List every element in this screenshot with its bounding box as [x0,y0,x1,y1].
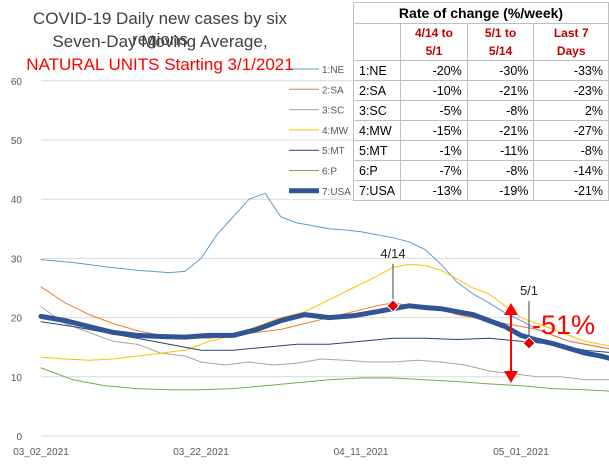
decline-arrow [504,303,518,383]
series-lines [38,192,609,392]
y-tick-label: 20 [11,314,23,325]
region-cell: 1:NE [352,60,402,81]
legend-label: 2:SA [322,85,344,96]
y-axis-ticks: 0 10 20 30 40 50 60 [11,77,23,443]
legend-label: 7:USA [322,187,351,198]
decline-percent: -51% [532,310,595,340]
y-tick-label: 0 [16,432,22,443]
marker-label: 4/14 [380,246,405,261]
legend-label: 3:SC [322,106,344,117]
y-tick-label: 40 [11,195,23,206]
rate-cell: -14% [533,160,609,181]
legend: 1:NE 2:SA 3:SC 4:MW 5:MT 6:P 7:USA [289,65,351,198]
region-cell: 4:MW [352,120,402,141]
legend-label: 6:P [322,167,337,178]
table-column-header: 4/14 to 5/1 [400,23,468,61]
region-cell: 2:SA [352,80,402,101]
rate-cell: -33% [533,60,609,81]
rate-cell: 2% [533,100,609,121]
y-tick-label: 10 [11,373,23,384]
y-tick-label: 30 [11,254,23,265]
x-tick-label: 03_02_2021 [13,447,69,458]
table-row: 7:USA -13% -19% -21% [352,180,609,201]
series-line [40,263,609,361]
rate-cell: -8% [533,140,609,161]
y-tick-label: 50 [11,136,23,147]
region-cell: 5:MT [352,140,402,161]
x-axis-ticks: 03_02_2021 03_22_2021 04_11_2021 05_01_2021 [13,447,549,458]
rate-cell: -21% [466,120,535,141]
table-row: 4:MW -15% -21% -27% [352,120,609,141]
rate-table: Rate of change (%/week) 4/14 to 5/1 5/1 t… [352,2,609,201]
region-cell: 6:P [352,160,402,181]
rate-cell: -23% [533,80,609,101]
rate-cell: -5% [400,100,468,121]
region-cell: 3:SC [352,100,402,121]
marker-diamond [522,336,536,350]
marker-diamond [386,299,400,313]
chart-title: COVID-19 Daily new cases by six regions [32,9,288,49]
legend-label: 4:MW [322,126,349,137]
legend-label: 5:MT [322,146,345,157]
chart-subtitle-red: NATURAL UNITS Starting 3/1/2021 [26,55,294,74]
rate-cell: -8% [466,100,535,121]
rate-cell: -10% [400,80,468,101]
series-line [40,306,609,381]
series-line [40,367,609,392]
table-column-header: Last 7 Days [533,23,609,61]
rate-cell: -27% [533,120,609,141]
region-cell: 7:USA [352,180,402,201]
y-tick-label: 60 [11,77,23,88]
rate-cell: -11% [466,140,535,161]
table-header-row: 4/14 to 5/1 5/1 to 5/14 Last 7 Days [352,23,609,61]
rate-cell: -21% [533,180,609,201]
rate-cell: -21% [466,80,535,101]
table-row: 2:SA -10% -21% -23% [352,80,609,101]
x-tick-label: 04_11_2021 [334,447,389,458]
table-row: 6:P -7% -8% -14% [352,160,609,181]
rate-cell: -13% [400,180,468,201]
table-caption: Rate of change (%/week) [353,2,609,24]
rate-cell: -15% [400,120,468,141]
rate-cell: -8% [466,160,535,181]
table-row: 1:NE -20% -30% -33% [352,60,609,81]
date-markers: 4/14 5/1 [380,246,538,350]
rate-cell: -19% [466,180,535,201]
series-line [38,303,609,361]
rate-cell: -20% [400,60,468,81]
table-row: 5:MT -1% -11% -8% [352,140,609,161]
table-column-header: 5/1 to 5/14 [466,23,535,61]
table-column-header [352,23,402,61]
rate-cell: -1% [400,140,468,161]
rate-cell: -30% [466,60,535,81]
legend-label: 1:NE [322,65,345,76]
x-tick-label: 03_22_2021 [173,447,229,458]
marker-label: 5/1 [520,283,538,298]
x-tick-label: 05_01_2021 [493,447,549,458]
table-row: 3:SC -5% -8% 2% [352,100,609,121]
rate-cell: -7% [400,160,468,181]
chart-subtitle: Seven-Day Moving Average, [52,32,268,51]
